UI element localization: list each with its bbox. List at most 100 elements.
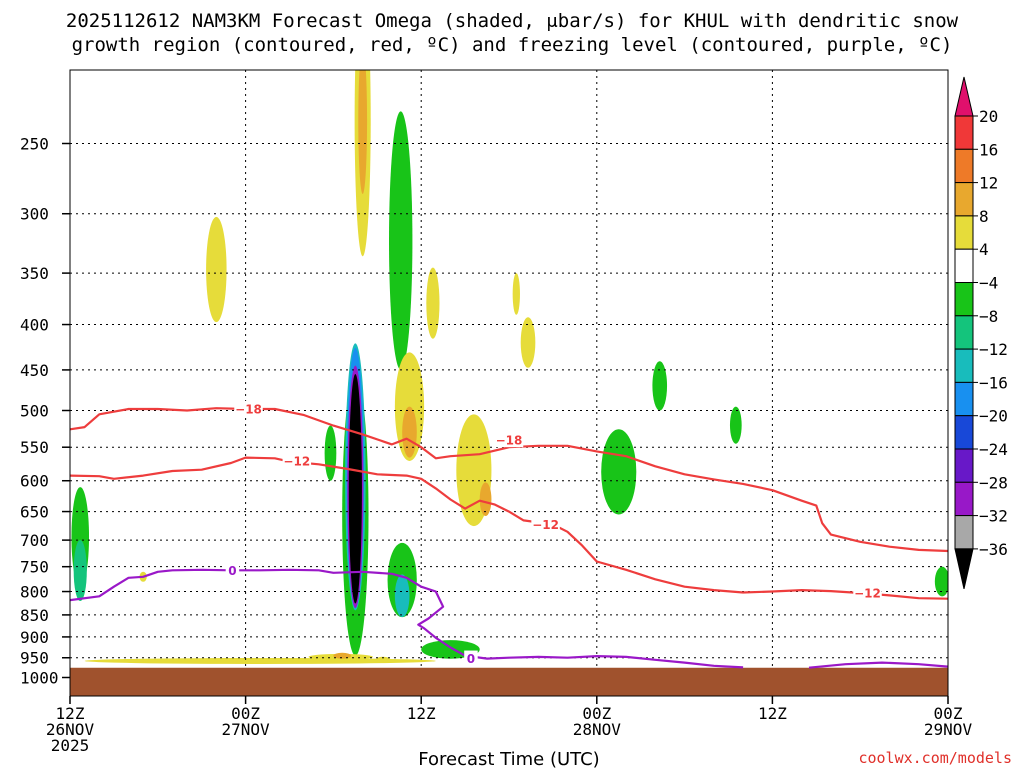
colorbar-label-5: −4 bbox=[979, 274, 998, 293]
colorbar-label-4: 4 bbox=[979, 240, 989, 259]
y-tick-label-1000: 1000 bbox=[20, 669, 59, 688]
colorbar-label-1: 16 bbox=[979, 140, 998, 159]
y-tick-label-800: 800 bbox=[20, 583, 49, 602]
contour-label-freezing-level-0: 0 bbox=[228, 564, 236, 578]
omega-region-4 bbox=[348, 374, 362, 604]
omega-shading bbox=[71, 70, 948, 664]
y-tick-label-600: 600 bbox=[20, 472, 49, 491]
colorbar-label-6: −8 bbox=[979, 307, 998, 326]
plot-area: −18 −18 −12 −12 −12 0 0 bbox=[69, 69, 949, 697]
colorbar-label-13: −36 bbox=[979, 540, 1008, 559]
contour-label-dgz-lower-2: −12 bbox=[854, 586, 881, 600]
x-tick-label-36-1: 28NOV bbox=[573, 720, 622, 739]
y-tick-label-950: 950 bbox=[20, 649, 49, 668]
omega-region-11 bbox=[324, 425, 337, 481]
omega-region-10 bbox=[389, 111, 413, 370]
plot-background bbox=[70, 70, 948, 696]
y-tick-label-900: 900 bbox=[20, 628, 49, 647]
contour-dgz-upper bbox=[70, 407, 948, 553]
colorbar-label-8: −16 bbox=[979, 373, 1008, 392]
x-tick-label-24-0: 12Z bbox=[407, 704, 436, 723]
omega-region-22 bbox=[479, 482, 492, 516]
contour-label-dgz-lower-1: −12 bbox=[532, 518, 559, 532]
contour-label-dgz-lower-0: −12 bbox=[283, 454, 310, 468]
colorbar-label-12: −32 bbox=[979, 507, 1008, 526]
contour-label-bg-dgz-lower-1 bbox=[531, 516, 560, 532]
colorbar-swatch-12 bbox=[954, 481, 974, 517]
x-tick-label-60-0: 00Z bbox=[934, 704, 963, 723]
y-tick-label-400: 400 bbox=[20, 316, 49, 335]
x-tick-label-36-0: 00Z bbox=[582, 704, 611, 723]
x-tick-label-48-0: 12Z bbox=[758, 704, 787, 723]
omega-region-30 bbox=[375, 656, 391, 663]
chart-title-line-1: 2025112612 NAM3KM Forecast Omega (shaded… bbox=[66, 10, 959, 32]
y-axis: 250 300 350 400 450 500 550 600 650 700 750 800 850 9… bbox=[20, 135, 70, 688]
contour-freezing-level-2 bbox=[808, 661, 948, 669]
ground-surface bbox=[70, 667, 948, 696]
colorbar-swatch-5 bbox=[954, 248, 974, 283]
omega-region-24 bbox=[520, 317, 536, 368]
y-tick-label-850: 850 bbox=[20, 606, 49, 625]
temperature-contours: −18 −18 −12 −12 −12 0 0 bbox=[70, 400, 948, 669]
colorbar-arrow-top bbox=[954, 76, 974, 117]
y-tick-label-450: 450 bbox=[20, 361, 49, 380]
omega-region-8 bbox=[394, 574, 410, 618]
contour-label-bg-freezing-level-0 bbox=[225, 562, 240, 578]
y-tick-label-700: 700 bbox=[20, 531, 49, 550]
contour-label-bg-freezing-level-1 bbox=[464, 650, 478, 666]
colorbar-swatch-10 bbox=[954, 415, 974, 450]
omega-region-20 bbox=[402, 406, 417, 458]
colorbar-swatch-9 bbox=[954, 381, 974, 417]
colorbar: 20 16 12 8 4 −4 −8 −12 −16 −20 −24 −28 −32 −36 bbox=[954, 76, 1008, 590]
omega-region-23 bbox=[426, 267, 440, 339]
colorbar-swatch-7 bbox=[954, 315, 974, 350]
omega-region-13 bbox=[652, 361, 668, 411]
contour-dgz-lower bbox=[70, 456, 948, 600]
contour-label-freezing-level-1: 0 bbox=[467, 652, 475, 666]
contour-label-dgz-upper-1: −18 bbox=[496, 434, 523, 448]
colorbar-swatch-1 bbox=[954, 115, 974, 150]
colorbar-label-3: 8 bbox=[979, 207, 989, 226]
omega-region-12 bbox=[601, 429, 637, 515]
colorbar-label-10: −24 bbox=[979, 440, 1008, 459]
y-tick-label-550: 550 bbox=[20, 438, 49, 457]
y-tick-label-500: 500 bbox=[20, 402, 49, 421]
contour-freezing-level bbox=[70, 568, 744, 669]
omega-region-29 bbox=[333, 652, 351, 659]
y-tick-label-350: 350 bbox=[20, 264, 49, 283]
x-axis-label: Forecast Time (UTC) bbox=[418, 749, 599, 768]
omega-region-25 bbox=[512, 273, 520, 315]
contour-label-dgz-upper-0: −18 bbox=[235, 402, 262, 416]
ground-layer bbox=[70, 667, 948, 696]
omega-region-14 bbox=[729, 406, 742, 444]
omega-region-18 bbox=[358, 70, 368, 194]
x-tick-label-12-1: 27NOV bbox=[222, 720, 271, 739]
y-tick-label-650: 650 bbox=[20, 503, 49, 522]
colorbar-label-11: −28 bbox=[979, 473, 1008, 492]
contour-label-bg-dgz-upper-0 bbox=[234, 400, 263, 416]
colorbar-swatch-13 bbox=[954, 515, 974, 550]
x-tick-label-0-2: 2025 bbox=[51, 736, 90, 755]
x-tick-label-0-0: 12Z bbox=[56, 704, 85, 723]
omega-region-16 bbox=[206, 216, 227, 323]
colorbar-arrow-bottom bbox=[954, 548, 974, 590]
chart-title-line-2: growth region (contoured, red, ºC) and f… bbox=[72, 34, 953, 56]
colorbar-swatch-4 bbox=[954, 215, 974, 250]
colorbar-label-7: −12 bbox=[979, 340, 1008, 359]
omega-region-6 bbox=[73, 540, 87, 602]
x-tick-label-12-0: 00Z bbox=[231, 704, 260, 723]
omega-region-15 bbox=[934, 566, 948, 597]
colorbar-label-0: 20 bbox=[979, 107, 998, 126]
colorbar-swatch-6 bbox=[954, 282, 974, 317]
y-tick-label-250: 250 bbox=[20, 135, 49, 154]
x-tick-label-60-1: 29NOV bbox=[924, 720, 973, 739]
contour-label-bg-dgz-lower-2 bbox=[853, 584, 882, 600]
y-tick-label-300: 300 bbox=[20, 205, 49, 224]
colorbar-swatch-8 bbox=[954, 348, 974, 383]
watermark: coolwx.com/models bbox=[858, 749, 1012, 767]
colorbar-swatch-2 bbox=[954, 148, 974, 184]
plot-frame bbox=[69, 69, 949, 697]
colorbar-swatch-3 bbox=[954, 182, 974, 217]
